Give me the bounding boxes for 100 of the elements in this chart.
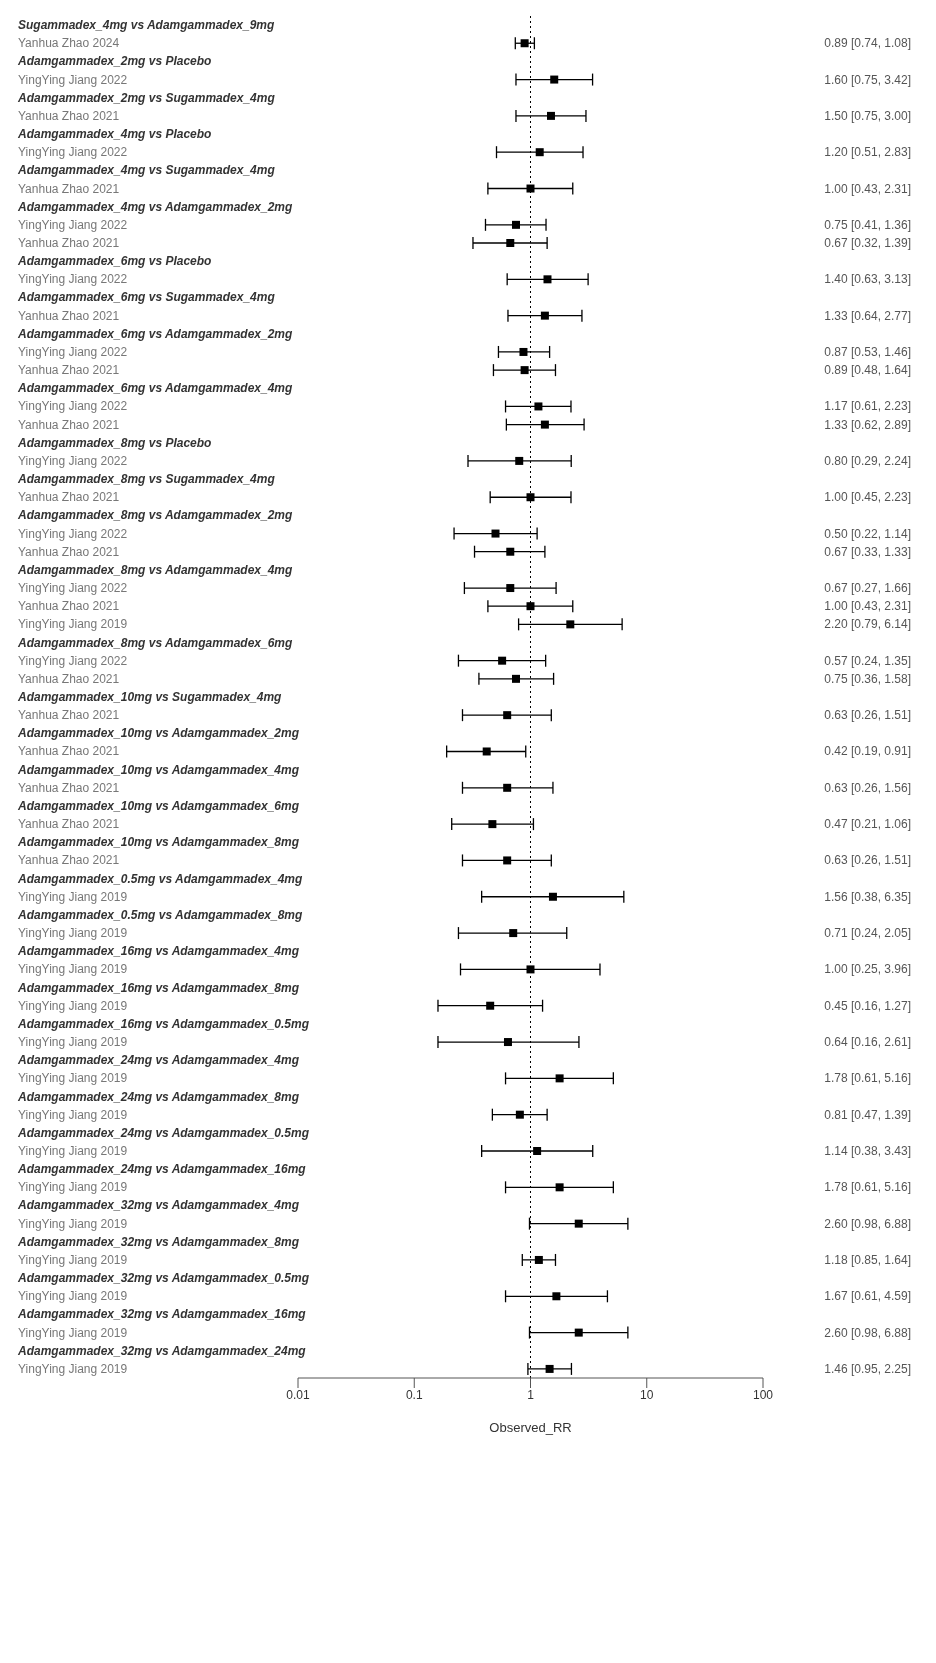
- y-tick-label: Adamgammadex_32mg vs Adamgammadex_0.5mg: [17, 1271, 310, 1286]
- data-label: 1.67 [0.61, 4.59]: [824, 1289, 911, 1304]
- data-label: 1.00 [0.25, 3.96]: [824, 962, 911, 977]
- data-label: 2.60 [0.98, 6.88]: [824, 1216, 911, 1231]
- y-tick-label: YingYing Jiang 2019: [18, 1289, 128, 1304]
- y-tick-label: Yanhua Zhao 2021: [18, 780, 120, 795]
- y-tick-label: YingYing Jiang 2019: [18, 1035, 128, 1050]
- y-tick-label: Yanhua Zhao 2021: [18, 490, 120, 505]
- y-tick-label: Adamgammadex_24mg vs Adamgammadex_8mg: [17, 1089, 300, 1104]
- data-label: 2.60 [0.98, 6.88]: [824, 1325, 911, 1340]
- y-tick-label: Yanhua Zhao 2024: [18, 36, 120, 51]
- data-label: 0.42 [0.19, 0.91]: [824, 744, 911, 759]
- y-tick-label: YingYing Jiang 2022: [18, 344, 128, 359]
- y-tick-label: Yanhua Zhao 2021: [18, 363, 120, 378]
- data-label: 0.63 [0.26, 1.51]: [824, 853, 911, 868]
- y-tick-label: Yanhua Zhao 2021: [18, 181, 120, 196]
- y-tick-label: YingYing Jiang 2019: [18, 926, 128, 941]
- data-label: 0.80 [0.29, 2.24]: [824, 453, 911, 468]
- data-label: 0.75 [0.41, 1.36]: [824, 217, 911, 232]
- y-tick-label: YingYing Jiang 2022: [18, 399, 128, 414]
- y-tick-label: YingYing Jiang 2019: [18, 889, 128, 904]
- y-tick-label: YingYing Jiang 2022: [18, 526, 128, 541]
- data-label: 1.00 [0.43, 2.31]: [824, 599, 911, 614]
- data-label: 0.45 [0.16, 1.27]: [824, 998, 911, 1013]
- y-tick-label: Adamgammadex_8mg vs Placebo: [17, 435, 212, 450]
- y-tick-label: YingYing Jiang 2019: [18, 1144, 128, 1158]
- y-tick-label: YingYing Jiang 2022: [18, 217, 128, 232]
- data-label: 0.67 [0.32, 1.39]: [824, 236, 911, 250]
- y-tick-label: Adamgammadex_16mg vs Adamgammadex_4mg: [17, 944, 300, 959]
- x-tick-label: 0.1: [405, 1387, 423, 1402]
- y-tick-label: YingYing Jiang 2019: [18, 1107, 128, 1122]
- y-tick-label: Adamgammadex_2mg vs Sugammadex_4mg: [17, 90, 276, 105]
- data-label: 1.14 [0.38, 3.43]: [824, 1144, 911, 1158]
- y-tick-label: Yanhua Zhao 2021: [18, 708, 120, 723]
- data-label: 1.33 [0.62, 2.89]: [824, 417, 911, 432]
- y-tick-label: YingYing Jiang 2022: [18, 145, 128, 160]
- data-label: 1.00 [0.45, 2.23]: [824, 490, 911, 505]
- data-label: 0.67 [0.33, 1.33]: [824, 544, 911, 559]
- y-tick-label: Adamgammadex_6mg vs Adamgammadex_4mg: [17, 381, 294, 396]
- data-label: 0.63 [0.26, 1.56]: [824, 780, 911, 795]
- data-label: 1.46 [0.95, 2.25]: [824, 1361, 911, 1376]
- data-label: 1.18 [0.85, 1.64]: [824, 1252, 911, 1267]
- data-label: 0.89 [0.74, 1.08]: [824, 36, 911, 51]
- y-tick-label: Adamgammadex_4mg vs Placebo: [17, 127, 212, 142]
- y-tick-label: Adamgammadex_10mg vs Adamgammadex_8mg: [17, 835, 300, 850]
- y-tick-label: Adamgammadex_32mg vs Adamgammadex_24mg: [17, 1343, 307, 1358]
- y-tick-label: Adamgammadex_2mg vs Placebo: [17, 54, 212, 69]
- x-tick-label: 100: [752, 1387, 774, 1402]
- data-label: 0.67 [0.27, 1.66]: [824, 581, 911, 596]
- y-tick-label: Adamgammadex_24mg vs Adamgammadex_0.5mg: [17, 1125, 310, 1140]
- y-tick-label: YingYing Jiang 2019: [18, 1361, 128, 1376]
- data-label: 1.50 [0.75, 3.00]: [824, 108, 911, 123]
- y-tick-label: YingYing Jiang 2022: [18, 272, 128, 287]
- y-tick-label: Adamgammadex_10mg vs Adamgammadex_2mg: [17, 726, 300, 741]
- y-tick-label: Adamgammadex_32mg vs Adamgammadex_16mg: [17, 1307, 307, 1322]
- y-tick-label: YingYing Jiang 2019: [18, 1252, 128, 1267]
- y-tick-label: Yanhua Zhao 2021: [18, 599, 120, 614]
- data-label: 1.78 [0.61, 5.16]: [824, 1180, 911, 1195]
- y-tick-label: YingYing Jiang 2022: [18, 581, 128, 596]
- y-tick-label: Yanhua Zhao 2021: [18, 853, 120, 868]
- x-tick-label: 10: [640, 1387, 654, 1402]
- y-tick-label: Adamgammadex_24mg vs Adamgammadex_16mg: [17, 1162, 307, 1177]
- data-label: 0.71 [0.24, 2.05]: [824, 926, 911, 941]
- x-tick-label: 0.01: [286, 1387, 310, 1402]
- y-tick-label: Yanhua Zhao 2021: [18, 544, 120, 559]
- data-label: 0.50 [0.22, 1.14]: [824, 526, 911, 541]
- y-tick-label: Adamgammadex_6mg vs Adamgammadex_2mg: [17, 326, 294, 341]
- y-tick-label: Adamgammadex_6mg vs Placebo: [17, 254, 212, 269]
- y-tick-label: Yanhua Zhao 2021: [18, 671, 120, 686]
- y-tick-label: Adamgammadex_16mg vs Adamgammadex_8mg: [17, 980, 300, 995]
- y-tick-label: YingYing Jiang 2019: [18, 998, 128, 1013]
- y-tick-label: Adamgammadex_0.5mg vs Adamgammadex_4mg: [17, 871, 304, 886]
- y-tick-label: Adamgammadex_6mg vs Sugammadex_4mg: [17, 290, 276, 305]
- y-tick-label: YingYing Jiang 2019: [18, 1180, 128, 1195]
- data-label: 1.17 [0.61, 2.23]: [824, 399, 911, 414]
- y-tick-label: Yanhua Zhao 2021: [18, 108, 120, 123]
- data-label: 2.20 [0.79, 6.14]: [824, 617, 911, 632]
- y-tick-label: Adamgammadex_8mg vs Sugammadex_4mg: [17, 472, 276, 487]
- data-label: 1.56 [0.38, 6.35]: [824, 889, 911, 904]
- y-tick-label: Adamgammadex_8mg vs Adamgammadex_6mg: [17, 635, 294, 650]
- y-tick-label: Adamgammadex_0.5mg vs Adamgammadex_8mg: [17, 907, 304, 922]
- data-label: 1.60 [0.75, 3.42]: [824, 72, 911, 87]
- data-label: 0.75 [0.36, 1.58]: [824, 671, 911, 686]
- y-tick-label: YingYing Jiang 2022: [18, 72, 128, 87]
- y-tick-label: YingYing Jiang 2022: [18, 453, 128, 468]
- y-tick-label: Adamgammadex_16mg vs Adamgammadex_0.5mg: [17, 1016, 310, 1031]
- y-tick-label: YingYing Jiang 2019: [18, 1325, 128, 1340]
- data-label: 0.47 [0.21, 1.06]: [824, 817, 911, 832]
- data-label: 0.63 [0.26, 1.51]: [824, 708, 911, 723]
- data-label: 1.00 [0.43, 2.31]: [824, 181, 911, 196]
- y-tick-label: Adamgammadex_10mg vs Adamgammadex_4mg: [17, 762, 300, 777]
- y-tick-label: Yanhua Zhao 2021: [18, 308, 120, 323]
- y-tick-label: YingYing Jiang 2019: [18, 962, 128, 977]
- y-tick-label: YingYing Jiang 2019: [18, 1216, 128, 1231]
- y-tick-label: YingYing Jiang 2019: [18, 1071, 128, 1086]
- data-label: 1.40 [0.63, 3.13]: [824, 272, 911, 287]
- y-tick-label: Adamgammadex_10mg vs Adamgammadex_6mg: [17, 798, 300, 813]
- y-tick-label: Adamgammadex_32mg vs Adamgammadex_4mg: [17, 1198, 300, 1213]
- y-tick-label: Adamgammadex_4mg vs Adamgammadex_2mg: [17, 199, 294, 214]
- y-tick-label: Adamgammadex_10mg vs Sugammadex_4mg: [17, 690, 283, 704]
